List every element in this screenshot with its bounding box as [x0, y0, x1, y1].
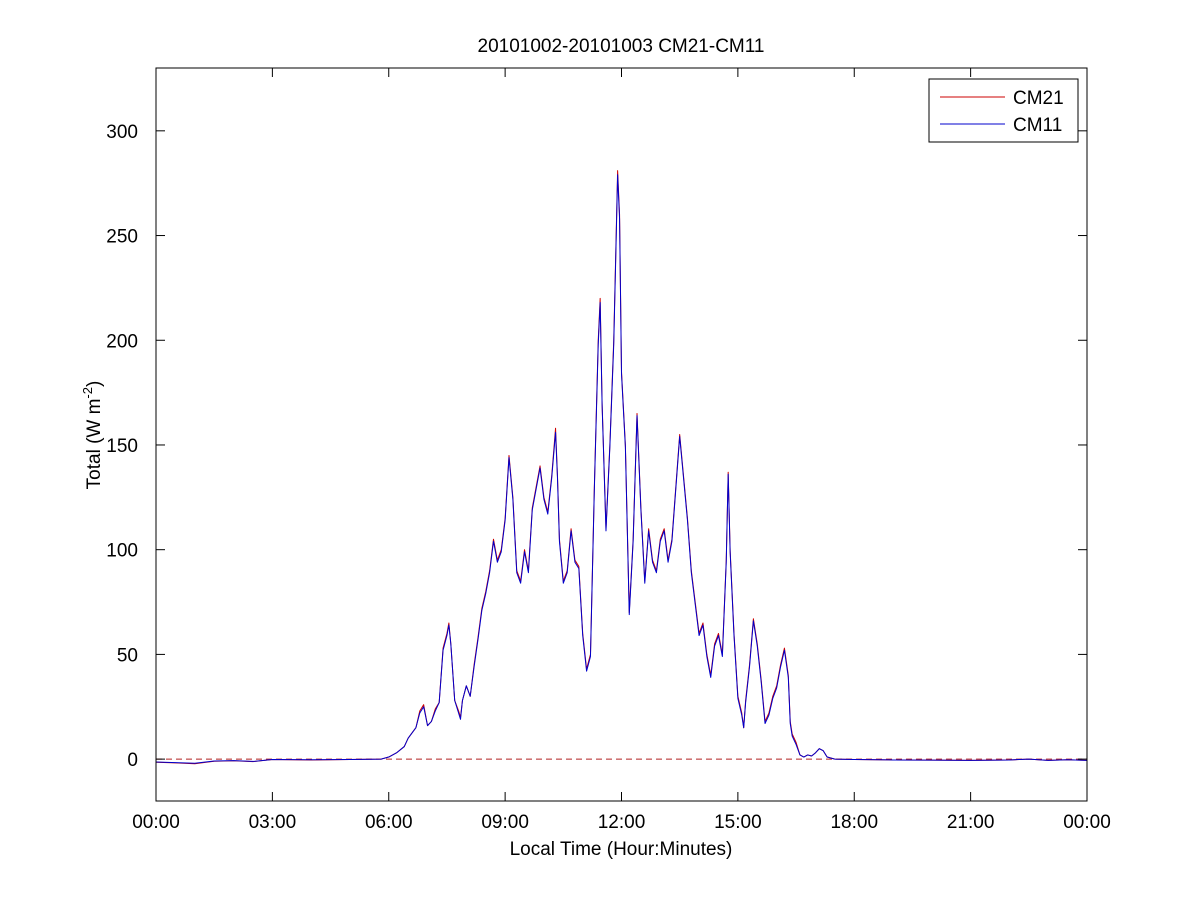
x-tick-label: 15:00 [714, 812, 762, 833]
x-tick-label: 06:00 [365, 812, 413, 833]
y-tick-label: 150 [106, 436, 138, 457]
legend-label-cm21: CM21 [1013, 88, 1064, 109]
series-line-cm11 [155, 174, 1088, 764]
y-tick-label: 0 [127, 750, 138, 771]
legend: CM21 CM11 [928, 78, 1079, 143]
x-tick-label: 00:00 [1063, 812, 1111, 833]
plot-area [156, 68, 1087, 801]
x-tick-label: 21:00 [947, 812, 995, 833]
chart-title: 20101002-20101003 CM21-CM11 [478, 36, 765, 57]
x-tick-label: 03:00 [249, 812, 297, 833]
series-layer [155, 170, 1088, 765]
x-axis-label: Local Time (Hour:Minutes) [510, 839, 733, 860]
y-tick-label: 50 [117, 645, 138, 666]
y-axis-label: Total (W m-2) [80, 381, 105, 490]
legend-box [928, 78, 1079, 143]
y-axis-label-superscript: -2 [80, 387, 95, 399]
x-tick-label: 00:00 [132, 812, 180, 833]
y-tick-label: 100 [106, 541, 138, 562]
y-axis-label-suffix: ) [84, 381, 105, 387]
legend-label-cm11: CM11 [1013, 115, 1062, 136]
y-axis-label-text: Total (W m [84, 399, 105, 490]
x-axis-ticks: 00:00 03:00 06:00 09:00 12:00 15:00 18:00 21:00… [132, 68, 1111, 833]
y-tick-label: 300 [106, 122, 138, 143]
x-tick-label: 18:00 [830, 812, 878, 833]
y-tick-label: 200 [106, 331, 138, 352]
y-axis-ticks: 0 50 100 150 200 250 300 [106, 122, 1087, 771]
x-tick-label: 09:00 [481, 812, 529, 833]
y-tick-label: 250 [106, 227, 138, 248]
x-tick-label: 12:00 [598, 812, 646, 833]
